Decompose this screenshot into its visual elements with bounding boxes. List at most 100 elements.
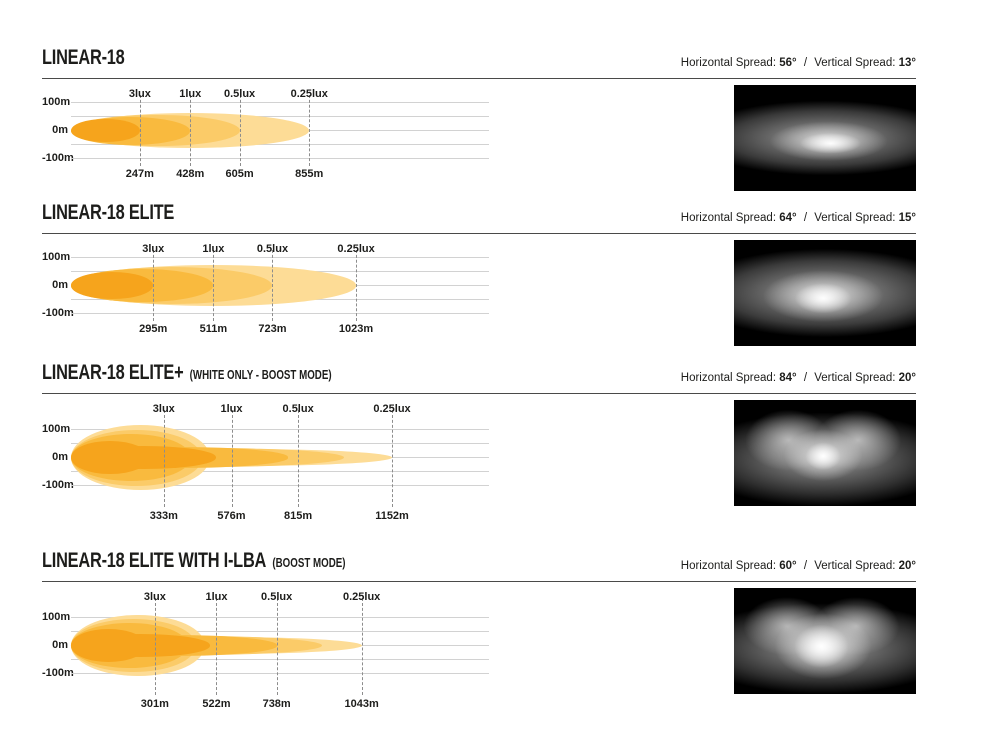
- product-note: (BOOST MODE): [272, 556, 346, 570]
- y-axis-label-100m: 100m: [42, 96, 71, 108]
- tick-dash-line: [154, 598, 156, 695]
- horizontal-spread-label: Horizontal Spread:: [680, 57, 777, 69]
- lux-level-label: 1lux: [205, 591, 228, 603]
- distance-label: 815m: [284, 510, 313, 522]
- lux-level-label: 0.5lux: [282, 403, 314, 415]
- y-axis-label-0m: 0m: [52, 639, 68, 651]
- section-title: LINEAR-18: [42, 46, 131, 70]
- divider-line: [42, 78, 916, 79]
- section-title: LINEAR-18 ELITE WITH I-LBA (BOOST MODE): [42, 549, 346, 573]
- distance-label: 576m: [217, 510, 246, 522]
- y-axis-label-0m: 0m: [52, 124, 68, 136]
- tick-dash-line: [163, 410, 165, 507]
- section-title: LINEAR-18 ELITE: [42, 201, 180, 225]
- y-axis-label-100m: 100m: [42, 611, 71, 623]
- beam-photo: [734, 85, 916, 191]
- spread-separator: /: [803, 57, 808, 69]
- lux-level-label: 3lux: [128, 88, 151, 100]
- distance-label: 301m: [140, 698, 169, 710]
- product-section-linear-18-elite-ilba: LINEAR-18 ELITE WITH I-LBA (BOOST MODE) H…: [42, 548, 916, 718]
- spread-separator: /: [803, 212, 808, 224]
- horizontal-spread-label: Horizontal Spread:: [680, 372, 777, 384]
- y-axis-label-neg100m: -100m: [42, 479, 74, 491]
- horizontal-spread-value: 60°: [779, 560, 797, 572]
- beam-photo: [734, 588, 916, 694]
- vertical-spread-label: Vertical Spread:: [814, 57, 896, 69]
- tick-dash-line: [190, 95, 192, 166]
- lux-level-label: 0.25lux: [337, 243, 375, 255]
- distance-label: 1023m: [338, 323, 374, 335]
- tick-dash-line: [213, 250, 215, 321]
- lux-level-label: 0.25lux: [342, 591, 381, 603]
- product-note: (WHITE ONLY - BOOST MODE): [189, 368, 332, 382]
- tick-dash-line: [239, 95, 241, 166]
- beam-contour-3lux: [71, 118, 140, 143]
- y-axis-label-100m: 100m: [42, 251, 71, 263]
- distance-label: 1043m: [344, 698, 379, 710]
- distance-label: 723m: [258, 323, 287, 335]
- tick-dash-line: [153, 250, 155, 321]
- product-name: LINEAR-18 ELITE+: [42, 361, 184, 384]
- distance-label: 522m: [202, 698, 231, 710]
- divider-line: [42, 581, 916, 582]
- beam-distance-chart: 3lux 295m 1lux 511m 0.5lux 723m 0.25lux 1023m: [71, 243, 489, 335]
- vertical-spread-value: 15°: [898, 212, 916, 224]
- tick-dash-line: [392, 410, 394, 507]
- beam-distance-chart: 3lux 333m 1lux 576m 0.5lux 815m 0.25lux 1152m: [71, 403, 489, 522]
- distance-label: 295m: [139, 323, 168, 335]
- y-axis-label-neg100m: -100m: [42, 667, 74, 679]
- spread-info: Horizontal Spread: 60° / Vertical Spread…: [681, 560, 916, 572]
- vertical-spread-value: 13°: [898, 57, 916, 69]
- lux-level-label: 0.5lux: [261, 591, 293, 603]
- tick-dash-line: [356, 250, 358, 321]
- distance-label: 247m: [125, 168, 154, 180]
- spread-separator: /: [803, 372, 808, 384]
- beam-contour-3lux: [71, 440, 150, 475]
- tick-dash-line: [276, 598, 278, 695]
- distance-label: 511m: [199, 323, 228, 335]
- lux-level-label: 3lux: [152, 403, 175, 415]
- tick-dash-line: [309, 95, 311, 166]
- tick-dash-line: [216, 598, 218, 695]
- product-section-linear-18-elite: LINEAR-18 ELITE Horizontal Spread: 64° /…: [42, 200, 916, 360]
- y-axis-label-neg100m: -100m: [42, 152, 74, 164]
- lux-level-label: 0.5lux: [223, 88, 256, 100]
- section-title: LINEAR-18 ELITE+ (WHITE ONLY - BOOST MODE…: [42, 361, 332, 385]
- spread-info: Horizontal Spread: 64° / Vertical Spread…: [681, 212, 916, 224]
- product-section-linear-18-elite-plus: LINEAR-18 ELITE+ (WHITE ONLY - BOOST MODE…: [42, 360, 916, 548]
- horizontal-spread-label: Horizontal Spread:: [680, 560, 777, 572]
- spread-info: Horizontal Spread: 84° / Vertical Spread…: [681, 372, 916, 384]
- spread-info: Horizontal Spread: 56° / Vertical Spread…: [681, 57, 916, 69]
- horizontal-spread-label: Horizontal Spread:: [680, 212, 777, 224]
- horizontal-spread-value: 64°: [779, 212, 797, 224]
- tick-dash-line: [361, 598, 363, 695]
- y-axis-label-0m: 0m: [52, 279, 68, 291]
- y-axis-label-neg100m: -100m: [42, 307, 74, 319]
- lux-level-label: 0.25lux: [290, 88, 328, 100]
- tick-dash-line: [272, 250, 274, 321]
- lux-level-label: 3lux: [143, 591, 166, 603]
- vertical-spread-label: Vertical Spread:: [814, 212, 896, 224]
- product-name: LINEAR-18 ELITE WITH I-LBA: [42, 549, 267, 572]
- horizontal-spread-value: 56°: [779, 57, 797, 69]
- distance-label: 738m: [262, 698, 291, 710]
- beam-contour-3lux: [71, 629, 147, 662]
- lux-level-label: 1lux: [202, 243, 225, 255]
- vertical-spread-value: 20°: [898, 560, 916, 572]
- lux-level-label: 0.25lux: [373, 403, 411, 415]
- vertical-spread-label: Vertical Spread:: [814, 560, 896, 572]
- tick-dash-line: [139, 95, 141, 166]
- spread-separator: /: [803, 560, 808, 572]
- product-name: LINEAR-18 ELITE: [42, 201, 175, 224]
- lux-level-label: 1lux: [220, 403, 243, 415]
- product-name: LINEAR-18: [42, 46, 125, 69]
- y-axis-label-100m: 100m: [42, 423, 71, 435]
- divider-line: [42, 233, 916, 234]
- distance-label: 605m: [225, 168, 254, 180]
- divider-line: [42, 393, 916, 394]
- distance-label: 855m: [295, 168, 324, 180]
- beam-distance-chart: 3lux 301m 1lux 522m 0.5lux 738m 0.25lux 1043m: [71, 591, 489, 710]
- beam-distance-chart: 3lux 247m 1lux 428m 0.5lux 605m 0.25lux 855m: [71, 88, 489, 180]
- vertical-spread-value: 20°: [898, 372, 916, 384]
